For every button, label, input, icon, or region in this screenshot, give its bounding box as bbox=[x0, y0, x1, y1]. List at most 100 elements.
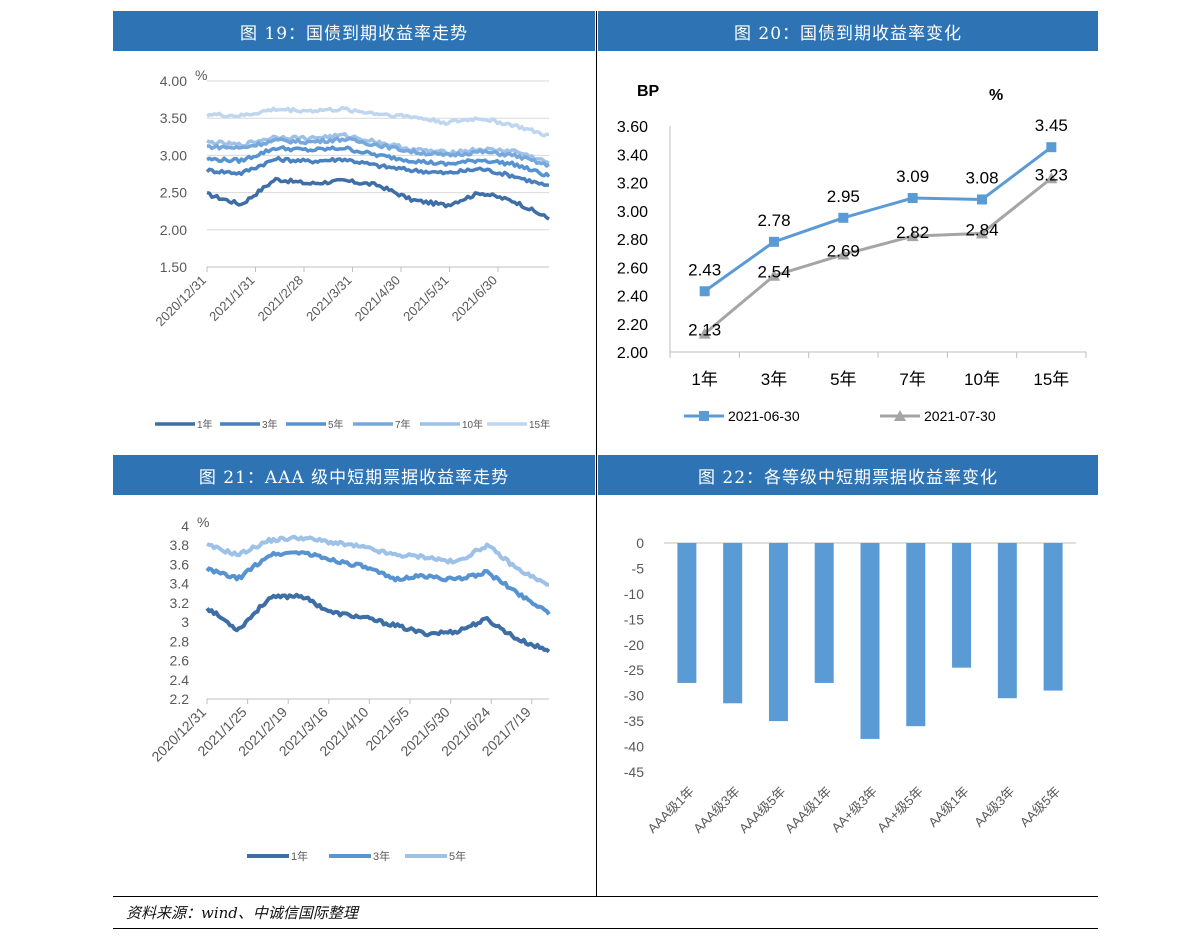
fig20-marker-triangle bbox=[1045, 172, 1058, 184]
fig21-legend-label: 5年 bbox=[449, 849, 466, 863]
fig22-ytick-label: -40 bbox=[624, 739, 644, 755]
fig22-xtick-label: AA+级3年 bbox=[828, 784, 880, 836]
fig22-bar bbox=[952, 543, 972, 668]
fig19-xtick-label: 2021/1/31 bbox=[206, 273, 258, 325]
fig20-legend-marker bbox=[699, 411, 709, 421]
fig19-xtick-label: 2021/5/31 bbox=[400, 273, 452, 325]
fig19-series-line bbox=[205, 155, 550, 187]
fig22-xtick-label: AA级3年 bbox=[971, 784, 1017, 830]
fig20-ytick-label: 2.60 bbox=[617, 260, 648, 277]
fig19-legend-label: 3年 bbox=[262, 418, 278, 431]
fig19-xtick-label: 2021/3/31 bbox=[303, 273, 355, 325]
fig19-series-line bbox=[206, 176, 550, 221]
fig21-ytick-label: 2.4 bbox=[170, 672, 190, 688]
fig20-title: 图 20：国债到期收益率变化 bbox=[733, 23, 963, 44]
fig19-unit-label: % bbox=[195, 67, 207, 83]
fig21-ytick-label: 3.4 bbox=[170, 576, 190, 592]
fig19-series-line bbox=[206, 145, 551, 178]
fig20-legend-label: 2021-06-30 bbox=[728, 408, 800, 424]
fig22-bar bbox=[768, 543, 788, 722]
fig22-bar bbox=[723, 543, 743, 704]
fig22-xtick-label: AAA级5年 bbox=[736, 784, 789, 837]
fig22-ytick-label: 0 bbox=[636, 535, 644, 551]
fig21-title: 图 21：AAA 级中短期票据收益率走势 bbox=[198, 467, 510, 488]
fig19-ytick-label: 1.50 bbox=[160, 259, 187, 275]
fig19-legend-label: 15年 bbox=[529, 418, 550, 431]
fig20-marker-triangle bbox=[698, 327, 711, 339]
fig20-ytick-label: 2.00 bbox=[617, 345, 648, 362]
fig20-header: 图 20：国债到期收益率变化 bbox=[598, 11, 1098, 51]
fig19-title: 图 19：国债到期收益率走势 bbox=[239, 23, 469, 44]
fig22-xtick-label: AAA级1年 bbox=[782, 784, 835, 837]
fig20-ytick-label: 2.40 bbox=[617, 289, 648, 306]
fig20-xtick-label: 7年 bbox=[899, 370, 925, 389]
fig19-legend-label: 1年 bbox=[197, 418, 213, 431]
fig20-xtick-label: 1年 bbox=[691, 370, 717, 389]
fig22-ytick-label: -35 bbox=[624, 713, 644, 729]
fig22-bar bbox=[677, 543, 697, 683]
fig20-data-label: 3.09 bbox=[896, 167, 929, 186]
fig19-ytick-label: 2.50 bbox=[160, 185, 187, 201]
fig21-unit-label: % bbox=[197, 514, 209, 530]
fig19-legend-label: 10年 bbox=[462, 418, 483, 431]
fig21-ytick-label: 2.6 bbox=[170, 653, 190, 669]
fig20-xtick-label: 10年 bbox=[964, 370, 1000, 389]
fig22-header: 图 22：各等级中短期票据收益率变化 bbox=[598, 455, 1098, 495]
fig22-xtick-label: AAA级3年 bbox=[690, 784, 743, 837]
fig19-ytick-label: 4.00 bbox=[160, 73, 187, 89]
fig21-series-line bbox=[205, 550, 551, 616]
fig21-ytick-label: 3.2 bbox=[170, 595, 190, 611]
fig19-xtick-label: 2021/4/30 bbox=[352, 273, 404, 325]
fig20-ytick-label: 3.00 bbox=[617, 204, 648, 221]
fig22-bar bbox=[906, 543, 926, 727]
fig20-data-label: 2.84 bbox=[965, 220, 998, 239]
fig19-xtick-label: 2020/12/31 bbox=[152, 273, 209, 330]
fig19-xtick-label: 2021/6/30 bbox=[449, 273, 501, 325]
fig20-ytick-label: 3.60 bbox=[617, 119, 648, 136]
fig21-legend-label: 3年 bbox=[373, 849, 390, 863]
fig19-legend-label: 5年 bbox=[328, 418, 344, 431]
fig22-title: 图 22：各等级中短期票据收益率变化 bbox=[697, 467, 999, 488]
fig20-data-label: 3.08 bbox=[965, 168, 998, 187]
fig22-xtick-label: AA级1年 bbox=[925, 784, 971, 830]
fig21-ytick-label: 2.8 bbox=[170, 633, 190, 649]
fig22-xtick-label: AA级5年 bbox=[1017, 784, 1063, 830]
fig20-xtick-label: 5年 bbox=[830, 370, 856, 389]
fig20-marker-square bbox=[1046, 142, 1057, 153]
source-note: 资料来源：wind、中诚信国际整理 bbox=[126, 904, 358, 922]
fig20-marker-square bbox=[699, 286, 710, 297]
fig19-ytick-label: 2.00 bbox=[160, 222, 187, 238]
fig20-ytick-label: 3.40 bbox=[617, 147, 648, 164]
fig19-ytick-label: 3.50 bbox=[160, 110, 187, 126]
fig20-data-label: 2.82 bbox=[896, 223, 929, 242]
fig20-marker-triangle bbox=[976, 227, 988, 239]
fig20-data-label: 2.54 bbox=[757, 263, 790, 282]
fig20-ytick-label: 2.20 bbox=[617, 317, 648, 334]
fig20-marker-triangle bbox=[837, 248, 850, 260]
fig21-ytick-label: 4 bbox=[181, 518, 189, 534]
fig19-legend-label: 7年 bbox=[395, 418, 411, 431]
fig20-ylabel: BP bbox=[637, 83, 660, 100]
fig20-marker-square bbox=[838, 212, 849, 223]
fig20-unit-label: % bbox=[989, 87, 1003, 104]
fig19-xtick-label: 2021/2/28 bbox=[255, 273, 307, 325]
fig22-bar bbox=[860, 543, 880, 739]
fig21-header: 图 21：AAA 级中短期票据收益率走势 bbox=[113, 455, 595, 495]
fig19-series-line bbox=[206, 132, 550, 165]
fig20-legend-marker bbox=[894, 410, 906, 421]
fig21-ytick-label: 3 bbox=[181, 614, 189, 630]
fig22-ytick-label: -5 bbox=[632, 560, 645, 576]
fig22-ytick-label: -45 bbox=[624, 764, 644, 780]
fig20-legend-label: 2021-07-30 bbox=[924, 408, 996, 424]
fig21-ytick-label: 3.8 bbox=[170, 537, 190, 553]
fig20-xtick-label: 15年 bbox=[1033, 370, 1069, 389]
bottom-rule bbox=[113, 896, 1098, 897]
fig21-legend-label: 1年 bbox=[291, 849, 308, 863]
fig22-ytick-label: -20 bbox=[624, 637, 644, 653]
fig20-data-label: 2.13 bbox=[688, 321, 721, 340]
fig20-series-line bbox=[703, 145, 1053, 293]
center-divider bbox=[596, 11, 597, 896]
fig22-bar bbox=[1043, 543, 1063, 691]
fig22-xtick-label: AAA级1年 bbox=[645, 784, 698, 837]
fig21-series-line bbox=[206, 534, 549, 587]
